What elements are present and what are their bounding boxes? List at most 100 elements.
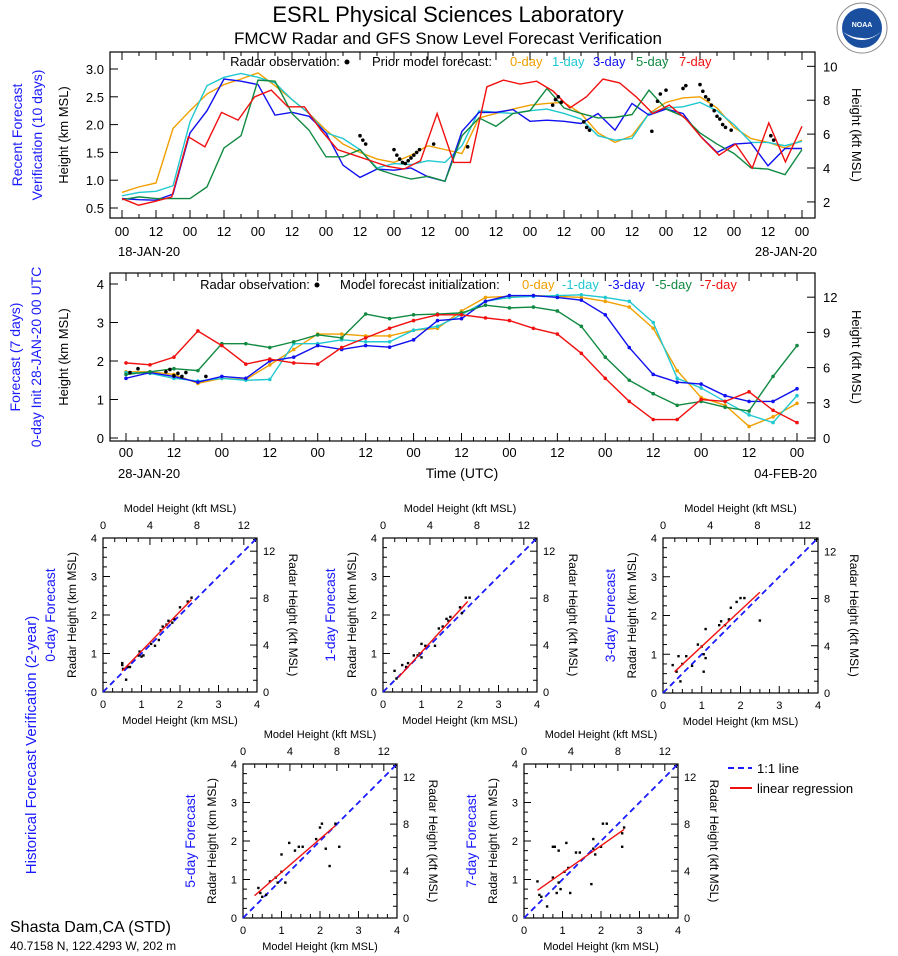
series-point--1-day xyxy=(699,386,703,390)
radar-observation-point xyxy=(184,370,188,375)
series-point--1-day xyxy=(675,376,679,381)
series-point--5-day xyxy=(363,312,368,316)
x-tick-label: 00 xyxy=(694,445,708,460)
y-tick-label: 4 xyxy=(231,759,237,771)
x-tick-label: 00 xyxy=(215,445,229,460)
radar-observation-point xyxy=(409,156,413,160)
series-point--5-day xyxy=(148,369,152,374)
scatter-point xyxy=(690,664,694,668)
radar-observation-point xyxy=(363,142,368,146)
bottom-axis-label: Model Height (km MSL) xyxy=(262,941,378,953)
radar-observation-point xyxy=(358,133,362,138)
radar-observation-point xyxy=(771,138,776,142)
scatter-point xyxy=(555,891,558,895)
right-axis-label: Radar Height (kft MSL) xyxy=(426,780,440,903)
x2-tick-label: 0 xyxy=(660,520,666,532)
scatter-point xyxy=(445,617,448,621)
radar-observation-point xyxy=(172,373,176,378)
scatter-point xyxy=(468,596,471,599)
scatter-point xyxy=(284,881,287,884)
x-start-date: 28-JAN-20 xyxy=(118,466,180,481)
series-point--5-day xyxy=(339,336,344,340)
series-point--5-day xyxy=(507,306,512,310)
y2-tick-label: 12 xyxy=(263,546,275,558)
series-point--1-day xyxy=(747,413,751,417)
scatter-point xyxy=(167,619,170,622)
radar-observation-point xyxy=(414,150,419,155)
series-point--1-day xyxy=(267,377,272,382)
series-point--7-day xyxy=(651,417,656,422)
right-axis-label: Radar Height (kft MSL) xyxy=(566,554,580,677)
historical-verification-label: Historical Forecast Verification (2-year… xyxy=(23,616,40,874)
y2-tick-label: 4 xyxy=(543,640,549,652)
scatter-point xyxy=(592,837,595,841)
y2-tick-label: 12 xyxy=(403,772,415,784)
series-point-0-day xyxy=(291,347,296,352)
radar-observation-point xyxy=(709,103,714,107)
x-tick-label: 00 xyxy=(502,445,516,460)
scatter-point xyxy=(280,853,283,856)
bottom-axis-label: Model Height (km MSL) xyxy=(402,715,518,727)
series-point--3-day xyxy=(507,293,512,298)
x-tick-label: 12 xyxy=(285,224,299,239)
series-point--3-day xyxy=(531,293,536,298)
scatter-point xyxy=(401,663,404,667)
x-tick-label: 1 xyxy=(559,925,565,937)
scatter-point xyxy=(297,845,301,848)
y2-tick-label: 4 xyxy=(684,866,690,878)
series-point--3-day xyxy=(363,343,368,348)
scatter-point xyxy=(565,841,568,845)
series-point-0-day xyxy=(747,424,751,429)
legend-observation-label: Radar observation: xyxy=(200,277,310,292)
y-tick-label: 1 xyxy=(512,875,518,887)
y-tick-label: 4 xyxy=(91,533,97,545)
x2-tick-label: 0 xyxy=(521,746,527,758)
scatter-point xyxy=(685,654,688,658)
y-tick-label: 3 xyxy=(91,572,97,584)
regression-line xyxy=(674,591,761,673)
one-to-one-legend-label: 1:1 line xyxy=(757,761,799,776)
y-axis-label: Height (km MSL) xyxy=(56,86,71,184)
scatter-point xyxy=(719,620,723,623)
y-tick-label: 0 xyxy=(231,913,237,925)
y-axis-label: Height (km MSL) xyxy=(56,308,71,406)
y-tick-label: 2 xyxy=(97,354,104,369)
x-tick-label: 00 xyxy=(790,445,804,460)
panel-title: 0-day Forecast xyxy=(42,568,58,661)
x-tick-label: 0 xyxy=(660,700,666,712)
scatter-legend: 1:1 line linear regression xyxy=(728,761,853,796)
scatter-point xyxy=(545,905,549,908)
series-point--7-day xyxy=(627,399,632,404)
y2-tick-label: 6 xyxy=(823,127,830,142)
x-tick-label: 0 xyxy=(100,699,106,711)
radar-observation-point xyxy=(403,161,408,166)
regression-line xyxy=(254,825,336,897)
x-tick-label: 0 xyxy=(380,699,386,711)
x-tick-label: 3 xyxy=(215,699,221,711)
panel-title-line-1: Forecast (7 days) xyxy=(7,303,23,412)
scatter-point xyxy=(314,837,318,841)
x-tick-label: 3 xyxy=(636,925,642,937)
scatter-point xyxy=(404,665,408,669)
series-point--5-day xyxy=(124,372,128,377)
x-tick-label: 00 xyxy=(523,224,537,239)
page-subtitle: FMCW Radar and GFS Snow Level Forecast V… xyxy=(234,29,662,48)
scatter-point xyxy=(149,642,153,646)
scatter-point xyxy=(704,656,707,660)
x-tick-label: 12 xyxy=(358,445,372,460)
legend-series-0: 0-day xyxy=(510,54,543,69)
x2-tick-label: 12 xyxy=(238,520,250,532)
x2-tick-label: 8 xyxy=(615,746,621,758)
x-tick-label: 4 xyxy=(254,699,260,711)
scatter-point xyxy=(590,882,593,886)
scatter-point xyxy=(622,826,626,829)
scatter-point xyxy=(677,654,680,658)
scatter-point xyxy=(137,654,140,657)
noaa-logo-icon: NOAA xyxy=(836,2,888,54)
radar-observation-point xyxy=(417,147,422,152)
radar-observation-point xyxy=(204,374,208,379)
scatter-point xyxy=(328,864,331,868)
x-start-date: 18-JAN-20 xyxy=(118,244,180,259)
panel-title: 5-day Forecast xyxy=(182,794,198,887)
